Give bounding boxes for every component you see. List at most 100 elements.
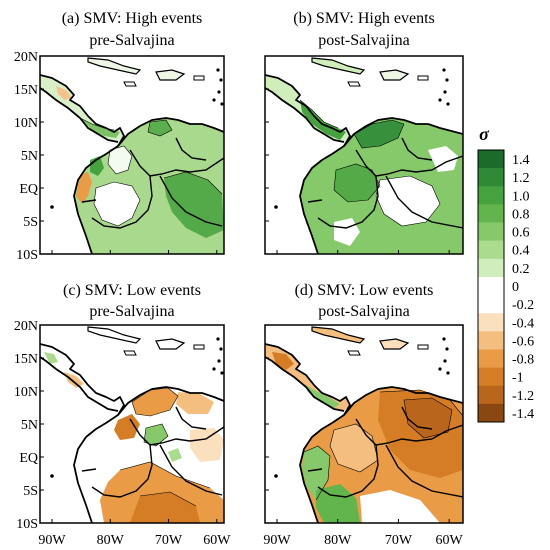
colorbar-swatch-14 [478, 403, 504, 423]
colorbar-tick-8: -0.2 [512, 298, 534, 313]
lat-label-20N-row1: 20N [14, 50, 38, 65]
colorbar-label: σ [479, 124, 490, 144]
lat-label-15N-row2: 15N [14, 352, 38, 367]
colorbar-tick-4: 0.6 [512, 226, 530, 241]
panel-c-borders [81, 406, 224, 498]
colorbar-tick-2: 1.0 [512, 189, 530, 204]
panel-c-coastline-pacific [73, 414, 119, 523]
lat-label-10N-row2: 10N [14, 385, 38, 400]
colorbar-swatch-1 [478, 168, 504, 187]
panel-c-sa-orange-colombia [114, 414, 140, 440]
panel-b-sa-darkgreen [354, 120, 404, 148]
panel-d-borders [307, 406, 463, 498]
panel-a-island-jamaica [123, 81, 137, 87]
panel-d-cam-green [304, 384, 340, 408]
panel-a-island-cuba [87, 57, 142, 75]
panel-d-island-puertorico [417, 344, 429, 350]
panel-a-title: (a) SMV: High events [62, 10, 203, 27]
panel-c-cam-orange [64, 372, 84, 388]
panel-a-borders [81, 137, 224, 229]
latitude-labels: 20N 15N 10N 5N EQ 5S 10S 20N 15N 10N 5N EQ 5S 10S [14, 50, 38, 532]
panel-c-subtitle: pre-Salvajina [89, 303, 174, 320]
panel-d-title: (d) SMV: Low events [295, 282, 434, 299]
panel-d-island-jamaica [347, 350, 361, 356]
panel-c-sa-green [144, 424, 168, 446]
panel-a-sa-darkgreen [164, 172, 224, 238]
lon-label-80W-col2: 80W [324, 533, 352, 548]
lat-label-EQ-row2: EQ [19, 451, 38, 466]
panel-b-sa-white-center [376, 176, 440, 226]
panel-d-subtitle: post-Salvajina [318, 303, 410, 320]
lat-label-20N-row2: 20N [14, 319, 38, 334]
lat-label-5N-row1: 5N [21, 149, 38, 164]
lat-label-5N-row2: 5N [21, 418, 38, 433]
colorbar-tick-7: 0 [512, 280, 519, 295]
colorbar-tick-6: 0.2 [512, 262, 530, 277]
colorbar-swatch-10 [478, 331, 504, 350]
panel-d-island-hispaniola [379, 338, 410, 350]
panel-c-sa-darkorange-south [130, 492, 200, 523]
panel-a-cam-orange [56, 86, 72, 100]
panel-c-contours [119, 387, 211, 507]
colorbar-tick-11: -0.8 [512, 353, 534, 368]
panel-a-island-hispaniola [155, 69, 186, 81]
lat-label-5S-row2: 5S [23, 484, 38, 499]
longitude-labels: 90W 80W 70W 60W 90W 80W 70W 60W [38, 533, 463, 548]
colorbar-swatch-11 [478, 349, 504, 368]
panel-c-sa-green-east [168, 448, 182, 462]
panel-a-map [40, 57, 224, 254]
panel-b-borders [307, 137, 463, 229]
panel-b-sa-white-east [428, 146, 458, 172]
colorbar-tick-10: -0.6 [512, 334, 534, 349]
panel-a-sa-white-colombia [108, 146, 132, 174]
lon-label-80W-col1: 80W [97, 533, 125, 548]
colorbar-swatch-4 [478, 222, 504, 241]
panel-a-island-puertorico [193, 75, 205, 81]
colorbar-tick-12: -1 [512, 371, 524, 386]
colorbar-tick-14: -1.4 [512, 407, 534, 422]
colorbar-swatch-13 [478, 385, 504, 405]
panel-b-coastline-cam-pacific [265, 87, 345, 143]
lon-label-90W-col1: 90W [38, 533, 66, 548]
panel-c-island-jamaica [123, 350, 137, 356]
panel-a-sa-orange-coast [76, 172, 92, 204]
colorbar-tick-labels: 1.4 1.2 1.0 0.8 0.6 0.4 0.2 0 -0.2 -0.4 -0.6 -0.8 -1… [512, 153, 534, 422]
panel-c-title: (c) SMV: Low events [63, 282, 201, 299]
panel-c-sa-lightorange-east [190, 428, 224, 462]
panel-a-subtitle: pre-Salvajina [89, 32, 174, 49]
panel-b-island-jamaica [347, 81, 361, 87]
panel-c-coastline-cam-pacific [40, 356, 119, 412]
panel-d-sa-brown [404, 398, 452, 438]
colorbar-swatch-2 [478, 186, 504, 205]
panel-d-coastline-pacific [299, 414, 345, 523]
colorbar-swatch-5 [478, 240, 504, 260]
panel-b-contours [299, 99, 441, 227]
panel-b-sa-green-mid [334, 164, 380, 202]
panel-a-contours [79, 117, 223, 227]
panel-b-map [265, 57, 463, 254]
panel-c-island-puertorico [193, 344, 205, 350]
colorbar-swatch-7 [478, 276, 504, 296]
panel-d-sa-lightorange [330, 424, 378, 472]
panel-c-dots [50, 337, 224, 478]
panel-b-coastline [265, 74, 463, 147]
colorbar-swatch-0 [478, 150, 504, 169]
panel-b-dots [274, 68, 450, 209]
panel-d-island-cuba [311, 326, 366, 344]
colorbar-swatch-12 [478, 367, 504, 387]
colorbar [477, 149, 505, 423]
panel-d-sa-white [360, 490, 440, 523]
panel-c-island-cuba [87, 326, 142, 344]
panel-d-coastline-cam-pacific [265, 356, 345, 412]
panel-c-cam-green [44, 352, 58, 364]
panel-b-island-puertorico [417, 75, 429, 81]
lon-label-70W-col2: 70W [385, 533, 413, 548]
colorbar-tick-5: 0.4 [512, 244, 530, 259]
panel-a-coastline [40, 74, 224, 147]
lat-label-15N-row1: 15N [14, 83, 38, 98]
panel-b-island-cuba [311, 57, 366, 75]
colorbar-tick-9: -0.4 [512, 316, 534, 331]
lat-label-10N-row1: 10N [14, 116, 38, 131]
panel-c-sa-lightorange-north [176, 392, 214, 414]
